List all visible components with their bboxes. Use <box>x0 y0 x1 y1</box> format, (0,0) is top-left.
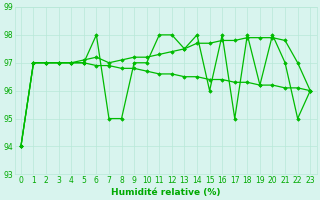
X-axis label: Humidité relative (%): Humidité relative (%) <box>111 188 220 197</box>
